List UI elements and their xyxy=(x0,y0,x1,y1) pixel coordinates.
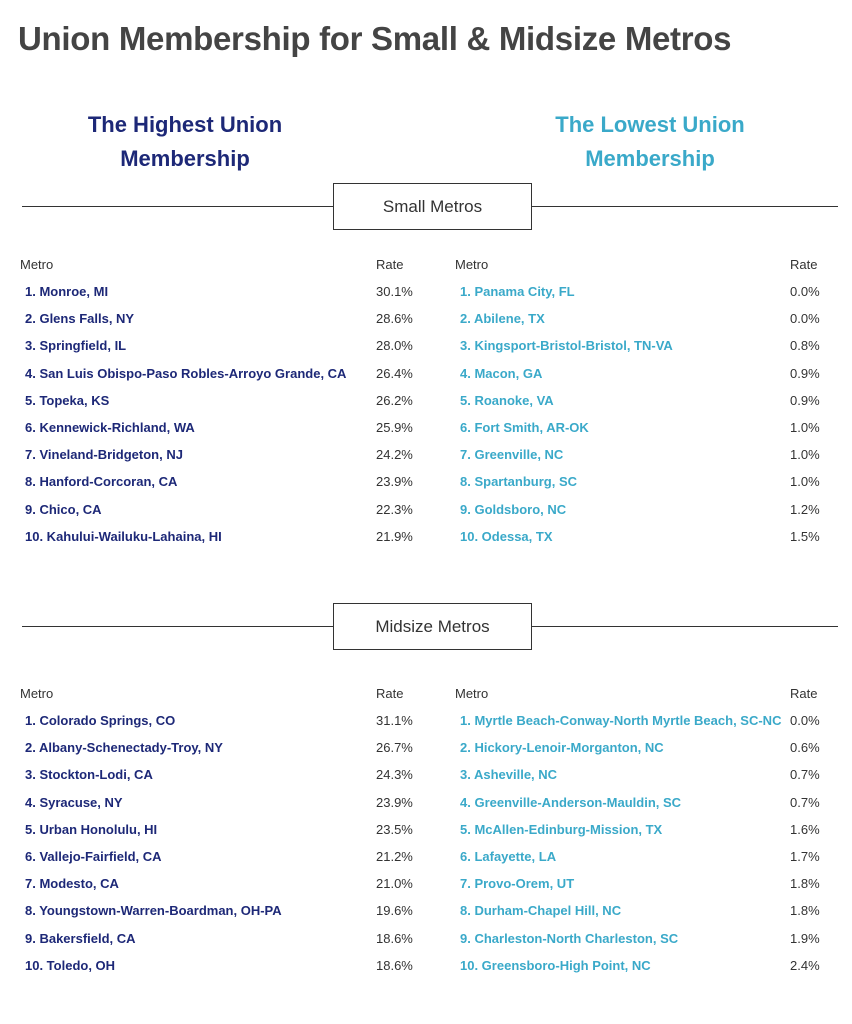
metro-rate: 1.8% xyxy=(790,903,820,919)
column-header: Rate xyxy=(790,257,818,272)
metro-name: 9. Chico, CA xyxy=(25,501,102,517)
column-header: Rate xyxy=(376,686,404,701)
metro-rate: 21.9% xyxy=(376,528,413,544)
metro-rate: 0.6% xyxy=(790,740,820,756)
page-title: Union Membership for Small & Midsize Met… xyxy=(18,20,732,57)
metro-name: 9. Bakersfield, CA xyxy=(25,930,136,946)
metro-rate: 0.0% xyxy=(790,284,820,299)
metro-name: 10. Odessa, TX xyxy=(460,528,553,544)
metro-name: 1. Monroe, MI xyxy=(25,284,109,299)
section-rule xyxy=(531,626,838,627)
metro-rate: 26.2% xyxy=(376,392,413,408)
metro-rate: 0.7% xyxy=(790,767,820,783)
metro-rate: 1.0% xyxy=(790,447,820,463)
metro-name: 6. Kennewick-Richland, WA xyxy=(25,420,195,435)
metro-rate: 1.2% xyxy=(790,501,820,517)
heading-highest: The Highest Union Membership xyxy=(87,112,283,171)
metro-name: 4. Macon, GA xyxy=(460,365,543,381)
metro-rate: 23.5% xyxy=(376,821,413,837)
metro-name: 9. Goldsboro, NC xyxy=(460,501,567,517)
metro-rate: 21.2% xyxy=(376,849,413,864)
column-header: Metro xyxy=(20,257,54,272)
metro-name: 4. San Luis Obispo-Paso Robles-Arroyo Gr… xyxy=(25,365,347,381)
metro-name: 6. Lafayette, LA xyxy=(460,849,557,864)
section-rule xyxy=(531,206,838,207)
metro-rate: 28.0% xyxy=(376,338,413,354)
column-header: Metro xyxy=(455,686,489,701)
metro-rate: 1.0% xyxy=(790,420,820,435)
metro-rate: 24.2% xyxy=(376,447,413,463)
metro-name: 6. Vallejo-Fairfield, CA xyxy=(25,849,162,864)
metro-rate: 26.7% xyxy=(376,740,413,756)
metro-rate: 26.4% xyxy=(376,365,413,381)
metro-name: 10. Kahului-Wailuku-Lahaina, HI xyxy=(25,528,222,544)
metro-rate: 0.9% xyxy=(790,392,820,408)
metro-name: 4. Syracuse, NY xyxy=(25,794,123,810)
section-title: Small Metros xyxy=(333,183,532,230)
metro-name: 3. Stockton-Lodi, CA xyxy=(25,767,153,783)
metro-rate: 31.1% xyxy=(376,713,413,728)
metro-name: 7. Provo-Orem, UT xyxy=(460,876,575,892)
metro-name: 7. Greenville, NC xyxy=(460,447,564,463)
metro-rate: 0.8% xyxy=(790,338,820,354)
section-title: Midsize Metros xyxy=(333,603,532,650)
metro-rate: 23.9% xyxy=(376,794,413,810)
metro-name: 5. Topeka, KS xyxy=(25,392,110,408)
metro-name: 1. Colorado Springs, CO xyxy=(25,713,176,728)
metro-rate: 0.9% xyxy=(790,365,820,381)
metro-name: 3. Kingsport-Bristol-Bristol, TN-VA xyxy=(460,338,673,354)
metro-name: 8. Durham-Chapel Hill, NC xyxy=(460,903,622,919)
metro-name: 7. Modesto, CA xyxy=(25,876,119,892)
metro-name: 8. Youngstown-Warren-Boardman, OH-PA xyxy=(25,903,282,919)
metro-name: 10. Toledo, OH xyxy=(25,957,116,973)
metro-name: 1. Panama City, FL xyxy=(460,284,575,299)
metro-rate: 1.5% xyxy=(790,528,820,544)
section-rule xyxy=(22,626,334,627)
metro-rate: 18.6% xyxy=(376,957,413,973)
metro-rate: 1.8% xyxy=(790,876,820,892)
metro-rate: 19.6% xyxy=(376,903,413,919)
metro-name: 2. Albany-Schenectady-Troy, NY xyxy=(25,740,223,756)
metro-name: 8. Spartanburg, SC xyxy=(460,474,578,490)
metro-rate: 21.0% xyxy=(376,876,413,892)
metro-name: 2. Abilene, TX xyxy=(460,311,545,327)
metro-rate: 1.6% xyxy=(790,821,820,837)
metro-name: 1. Myrtle Beach-Conway-North Myrtle Beac… xyxy=(460,713,782,728)
metro-name: 6. Fort Smith, AR-OK xyxy=(460,420,589,435)
metro-name: 2. Glens Falls, NY xyxy=(25,311,135,327)
column-header: Metro xyxy=(20,686,54,701)
metro-name: 9. Charleston-North Charleston, SC xyxy=(460,930,679,946)
metro-name: 3. Asheville, NC xyxy=(460,767,558,783)
column-header: Metro xyxy=(455,257,489,272)
metro-rate: 24.3% xyxy=(376,767,413,783)
metro-name: 5. Urban Honolulu, HI xyxy=(25,821,158,837)
metro-rate: 30.1% xyxy=(376,284,413,299)
metro-name: 8. Hanford-Corcoran, CA xyxy=(25,474,178,490)
metro-name: 2. Hickory-Lenoir-Morganton, NC xyxy=(460,740,664,756)
metro-rate: 18.6% xyxy=(376,930,413,946)
metro-name: 4. Greenville-Anderson-Mauldin, SC xyxy=(460,794,682,810)
metro-rate: 0.7% xyxy=(790,794,820,810)
metro-name: 5. McAllen-Edinburg-Mission, TX xyxy=(460,821,663,837)
metro-name: 7. Vineland-Bridgeton, NJ xyxy=(25,447,183,463)
metro-rate: 1.0% xyxy=(790,474,820,490)
metro-name: 10. Greensboro-High Point, NC xyxy=(460,957,651,973)
section-rule xyxy=(22,206,334,207)
column-header: Rate xyxy=(790,686,818,701)
metro-rate: 1.9% xyxy=(790,930,820,946)
metro-rate: 28.6% xyxy=(376,311,413,327)
metro-rate: 0.0% xyxy=(790,311,820,327)
metro-rate: 23.9% xyxy=(376,474,413,490)
column-header: Rate xyxy=(376,257,404,272)
metro-rate: 1.7% xyxy=(790,849,820,864)
metro-rate: 2.4% xyxy=(790,957,820,973)
metro-rate: 25.9% xyxy=(376,420,413,435)
metro-rate: 22.3% xyxy=(376,501,413,517)
metro-name: 5. Roanoke, VA xyxy=(460,392,554,408)
heading-lowest: The Lowest Union Membership xyxy=(555,112,745,171)
metro-rate: 0.0% xyxy=(790,713,820,728)
metro-name: 3. Springfield, IL xyxy=(25,338,127,354)
